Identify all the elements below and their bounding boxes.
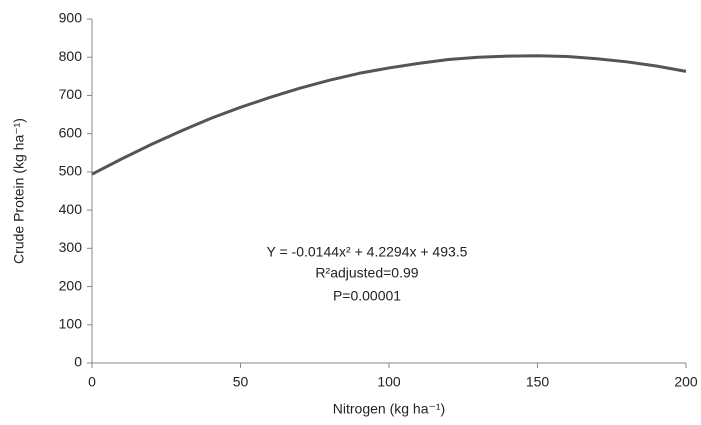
y-tick-label: 300: [59, 239, 83, 255]
y-axis-label: Crude Protein (kg ha⁻¹): [11, 118, 27, 264]
x-axis-label: Nitrogen (kg ha⁻¹): [333, 401, 445, 417]
y-tick-label: 0: [74, 354, 82, 370]
r-squared: R²adjusted=0.99: [315, 265, 418, 281]
equation: Y = -0.0144x² + 4.2294x + 493.5: [267, 244, 468, 260]
x-tick-label: 0: [88, 374, 96, 390]
y-tick-label: 800: [59, 48, 83, 64]
y-tick-label: 600: [59, 124, 83, 140]
y-tick-label: 200: [59, 277, 83, 293]
x-tick-label: 150: [526, 374, 550, 390]
y-tick-label: 100: [59, 315, 83, 331]
y-tick-label: 700: [59, 86, 83, 102]
y-tick-label: 400: [59, 201, 83, 217]
p-value: P=0.00001: [333, 288, 401, 304]
x-tick-label: 50: [233, 374, 249, 390]
y-tick-label: 500: [59, 163, 83, 179]
trend-line: [91, 54, 687, 176]
x-tick-label: 200: [674, 374, 698, 390]
x-tick-label: 100: [377, 374, 401, 390]
y-tick-label: 900: [59, 10, 83, 26]
